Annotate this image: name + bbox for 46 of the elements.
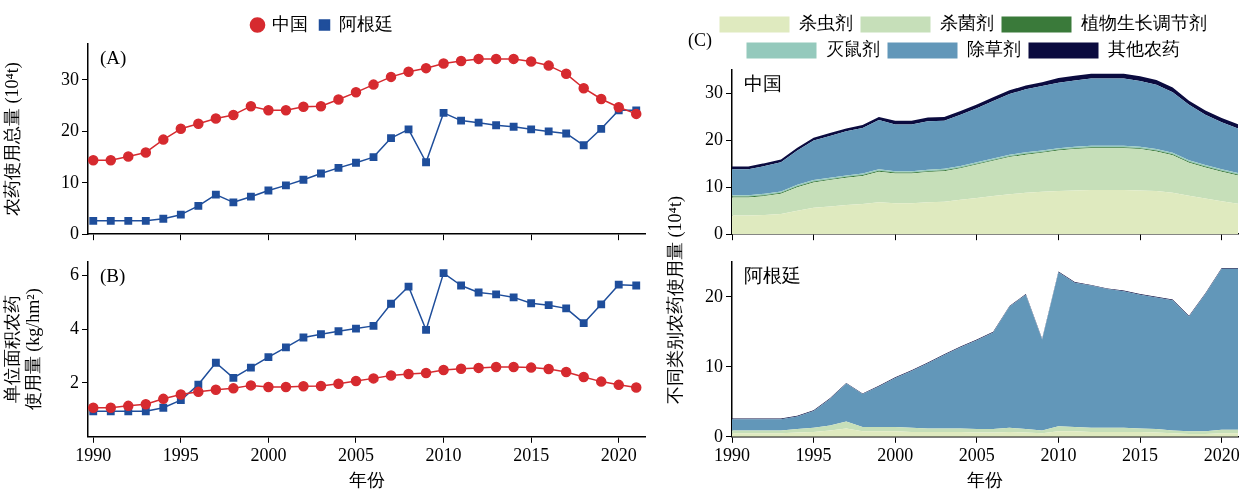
x-tick-label: 2000 <box>250 445 287 466</box>
x-tick-label: 1995 <box>162 445 199 466</box>
x-tick-label: 2020 <box>1203 445 1240 466</box>
annotation: 阿根廷 <box>744 265 801 287</box>
legend-label: 其他农药 <box>1107 39 1180 60</box>
annotation: (A) <box>100 47 127 70</box>
x-tick-label: 1995 <box>795 445 832 466</box>
x-tick-label: 2015 <box>513 445 550 466</box>
legend-label: 杀虫剂 <box>798 13 853 34</box>
y-tick-label: 10 <box>705 355 723 376</box>
x-tick-label: 2000 <box>877 445 914 466</box>
y-tick-label: 2 <box>70 371 79 392</box>
x-tick-label: 2015 <box>1122 445 1159 466</box>
legend-label: 杀菌剂 <box>939 13 994 34</box>
legend-label: 除草剂 <box>966 39 1021 60</box>
y-tick-label: 0 <box>70 222 79 243</box>
y-tick-label: 4 <box>70 317 79 338</box>
legend-label: 灭鼠剂 <box>825 39 880 60</box>
x-tick-label: 2010 <box>425 445 462 466</box>
legend-label: 植物生长调节剂 <box>1080 13 1207 34</box>
x-tick-label: 2005 <box>337 445 374 466</box>
y-tick-label: 0 <box>714 425 723 446</box>
x-axis-title: 年份 <box>967 469 1003 490</box>
legend-label: 阿根廷 <box>338 13 393 34</box>
x-tick-label: 2010 <box>1040 445 1077 466</box>
y-tick-label: 20 <box>61 120 79 141</box>
x-tick-label: 1990 <box>75 445 112 466</box>
legend-label: 中国 <box>271 13 308 34</box>
x-tick-label: 1990 <box>714 445 750 466</box>
y-tick-label: 0 <box>714 222 723 243</box>
y-tick-label: 10 <box>705 175 723 196</box>
x-axis-title: 年份 <box>348 469 385 490</box>
x-tick-label: 2005 <box>958 445 995 466</box>
y-tick-label: 20 <box>705 285 723 306</box>
y-axis-title: 农药使用总量 (10⁴t) <box>1 62 23 216</box>
y-axis-title: 单位面积农药使用量 (kg/hm²) <box>1 288 45 411</box>
annotation: (B) <box>100 265 126 288</box>
y-axis-title: 不同类别农药使用量 (10⁴t) <box>664 196 686 404</box>
y-tick-label: 30 <box>705 81 723 102</box>
annotation: 中国 <box>744 73 782 95</box>
y-tick-label: 10 <box>61 171 79 192</box>
x-tick-label: 2020 <box>600 445 637 466</box>
y-tick-label: 6 <box>70 264 79 284</box>
y-tick-label: 30 <box>61 68 79 89</box>
chart-title: (C) <box>688 29 712 51</box>
y-tick-label: 20 <box>705 128 723 149</box>
